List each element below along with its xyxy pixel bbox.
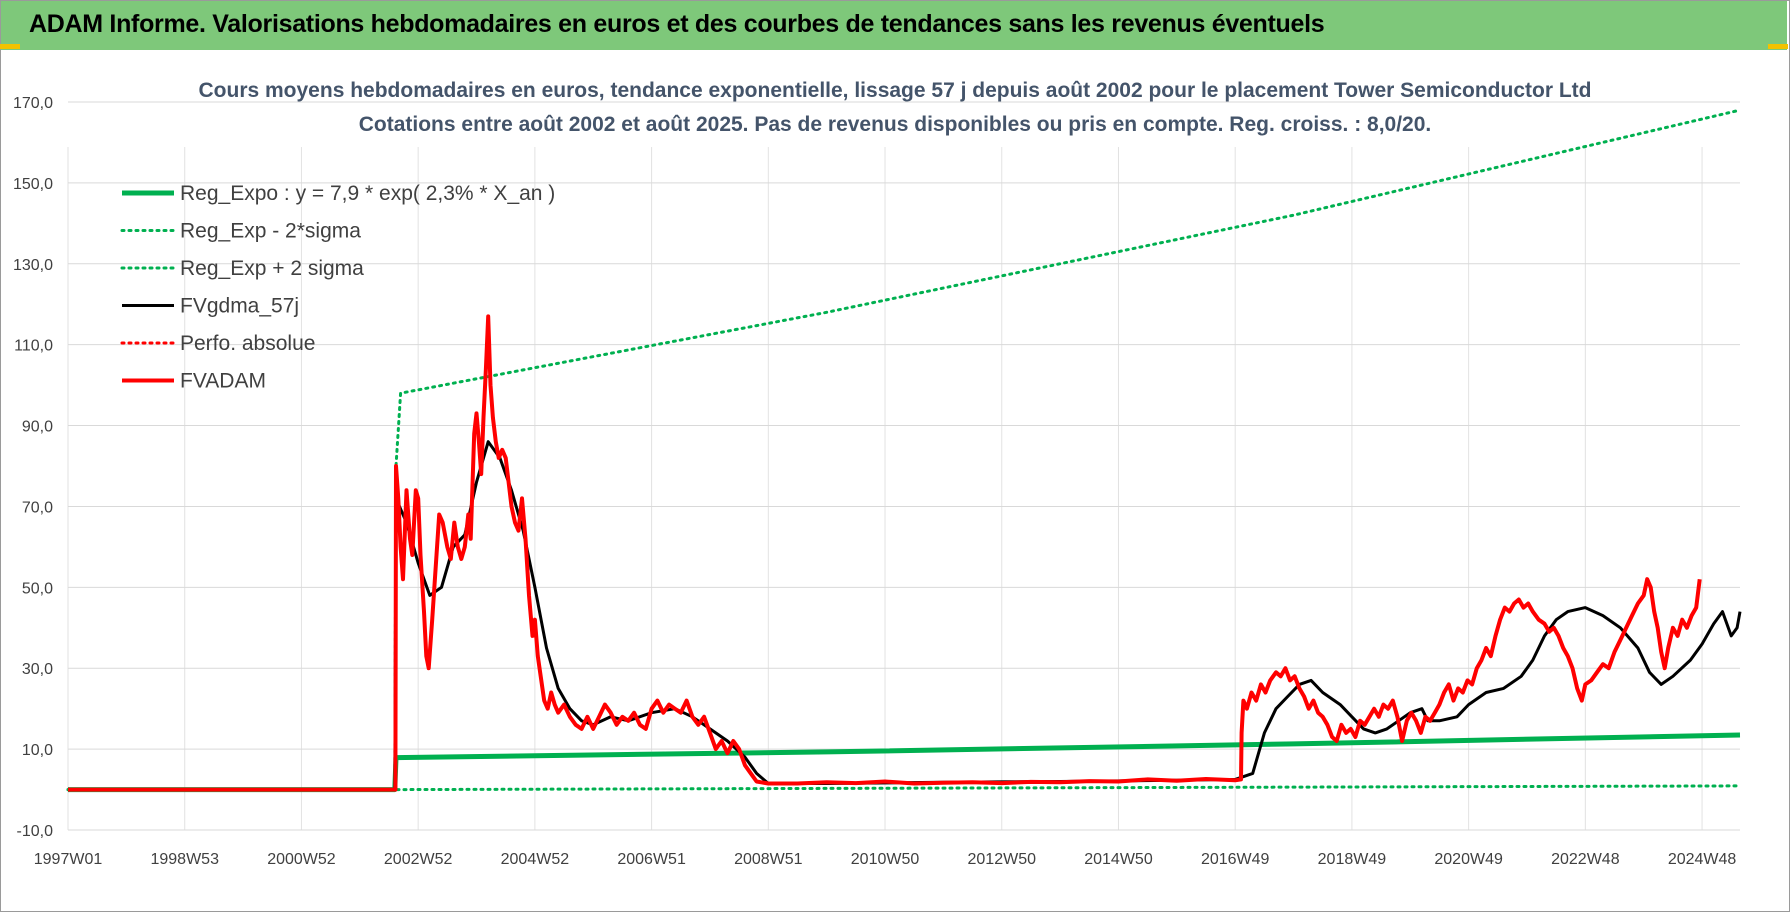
axis-layer: -10,0 10,0 30,0 50,0 70,0 90,0 110,0 130,0 150,0… [13,95,1736,868]
legend-label-4: FVgdma_57j [180,295,299,318]
y-tick-label: 10,0 [22,742,53,759]
series-line-3 [66,108,1742,792]
x-tick-label: 1998W53 [150,851,219,868]
x-tick-label: 2008W51 [734,851,803,868]
grid-layer [67,101,1740,831]
x-tick-label: 2012W50 [968,851,1037,868]
banner-title: ADAM Informe. Valorisations hebdomadaire… [29,10,1325,38]
x-tick-label: 2006W51 [617,851,686,868]
y-tick-label: 130,0 [13,257,53,274]
series-line-4 [68,440,1742,792]
y-tick-label: 170,0 [13,95,53,112]
series-line-6 [68,314,1702,792]
x-tick-label: 2004W52 [501,851,570,868]
corner-mark-left [0,44,20,49]
x-tick-label: 2024W48 [1668,851,1737,868]
y-tick-label: 30,0 [22,661,53,678]
title-banner: ADAM Informe. Valorisations hebdomadaire… [1,1,1787,50]
chart-title: Cours moyens hebdomadaires en euros, ten… [199,79,1592,102]
x-tick-label: 2010W50 [851,851,920,868]
legend-label-5: Perfo. absolue [180,332,315,355]
x-tick-label: 2016W49 [1201,851,1270,868]
x-tick-label: 1997W01 [34,851,103,868]
x-tick-label: 2000W52 [267,851,336,868]
x-tick-label: 2022W48 [1551,851,1620,868]
chart-subtitle: Cotations entre août 2002 et août 2025. … [359,113,1432,136]
y-tick-label: -10,0 [17,823,54,840]
x-tick-label: 2020W49 [1434,851,1503,868]
series-layer [66,108,1742,793]
y-tick-label: 50,0 [22,580,53,597]
x-tick-label: 2014W50 [1084,851,1153,868]
legend-label-6: FVADAM [180,370,266,393]
x-tick-label: 2018W49 [1318,851,1387,868]
y-tick-label: 70,0 [22,499,53,516]
y-tick-label: 90,0 [22,419,53,436]
legend: Reg_Expo : y = 7,9 * exp( 2,3% * X_an ) R… [120,182,555,393]
legend-label-1: Reg_Expo : y = 7,9 * exp( 2,3% * X_an ) [180,182,555,205]
y-tick-label: 110,0 [14,338,53,355]
legend-label-3: Reg_Exp + 2 sigma [180,257,364,280]
legend-label-2: Reg_Exp - 2*sigma [180,220,361,243]
y-tick-label: 150,0 [13,176,53,193]
x-tick-label: 2002W52 [384,851,453,868]
corner-mark-right [1768,44,1788,49]
